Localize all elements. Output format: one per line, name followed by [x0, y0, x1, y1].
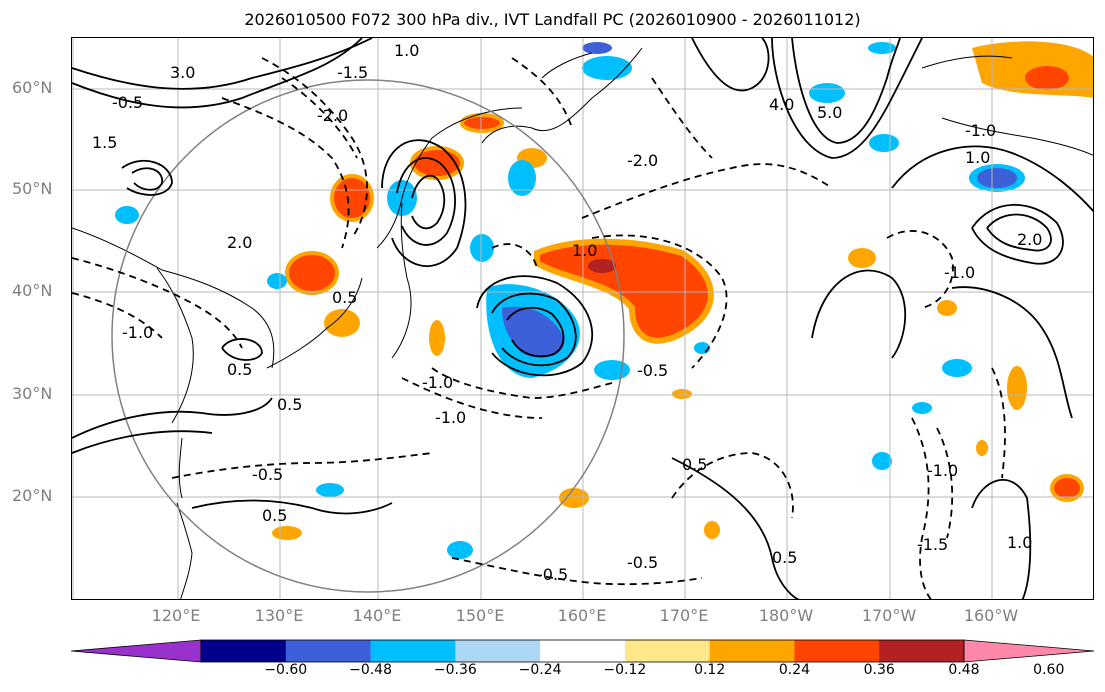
colorbar-tick-label: −0.36	[433, 662, 477, 678]
contour-label: -1.0	[927, 461, 958, 480]
contour-label: -1.0	[422, 373, 453, 392]
colorbar-cell	[540, 640, 626, 662]
colorbar-cell	[794, 640, 880, 662]
contour-label: 5.0	[817, 103, 842, 122]
contour-label: 1.0	[572, 241, 597, 260]
colorbar-extend-high	[963, 639, 1095, 663]
lat-label: 30°N	[12, 384, 53, 403]
contour-label-group: 3.0 1.0 -0.5 -1.5 -2.0 1.5 2.0 0.5 -1.0 …	[92, 41, 1042, 584]
colorbar-tick-label: 0.60	[1033, 662, 1065, 678]
contour-label: 2.0	[1017, 230, 1042, 249]
lat-label: 20°N	[12, 486, 53, 505]
contours	[72, 38, 1093, 599]
contour-label: -0.5	[252, 465, 283, 484]
lat-label: 50°N	[12, 179, 53, 198]
contour-label: -1.0	[944, 263, 975, 282]
lon-label: 160°W	[963, 606, 1019, 625]
lon-label: 140°E	[352, 606, 402, 625]
contour-label: -1.0	[435, 408, 466, 427]
colorbar-tick-label: −0.12	[603, 662, 647, 678]
colorbar-cell	[370, 640, 456, 662]
contour-label: 0.5	[277, 395, 302, 414]
negative-contours	[72, 57, 1006, 599]
colorbar-tick-label: 0.48	[948, 662, 980, 678]
contour-label: 1.5	[92, 133, 117, 152]
colorbar-tick-label: −0.48	[349, 662, 392, 678]
contour-label: 0.5	[772, 548, 797, 567]
contour-label: 1.0	[394, 41, 419, 60]
colorbar	[71, 639, 1095, 663]
contour-label: -0.5	[627, 553, 658, 572]
gridlines	[72, 38, 1093, 599]
lon-label: 120°E	[151, 606, 201, 625]
colorbar-outline	[200, 639, 965, 663]
colorbar-tick-label: 0.24	[778, 662, 811, 678]
contour-label: -2.0	[627, 151, 658, 170]
lon-label: 150°E	[455, 606, 505, 625]
lon-label: 170°E	[659, 606, 709, 625]
contour-label: 1.0	[1007, 533, 1032, 552]
contour-label: -1.0	[122, 323, 153, 342]
colorbar-cell	[285, 640, 372, 662]
map-canvas: 3.0 1.0 -0.5 -1.5 -2.0 1.5 2.0 0.5 -1.0 …	[72, 38, 1093, 599]
range-circle	[111, 79, 625, 593]
colorbar-cell	[201, 640, 287, 662]
contour-label: 1.0	[965, 148, 990, 167]
contour-label: -0.5	[637, 361, 668, 380]
colorbar-tick-label: 0.12	[694, 662, 726, 678]
contour-label: -1.0	[965, 121, 996, 140]
contour-label: 0.5	[227, 360, 252, 379]
plot-title: 2026010500 F072 300 hPa div., IVT Landfa…	[244, 10, 861, 29]
colorbar-tick-label: 0.36	[863, 662, 895, 678]
lon-label: 160°E	[557, 606, 607, 625]
contour-label: -0.5	[537, 565, 568, 584]
contour-label: -1.5	[337, 63, 368, 82]
lon-label: 170°W	[861, 606, 917, 625]
map-panel: 3.0 1.0 -0.5 -1.5 -2.0 1.5 2.0 0.5 -1.0 …	[71, 37, 1094, 600]
colorbar-cell	[879, 640, 965, 662]
colorbar-tick-label: −0.24	[518, 662, 562, 678]
contour-label: -1.5	[917, 535, 948, 554]
contour-label: 3.0	[170, 63, 195, 82]
colorbar-tick-label: −0.60	[264, 662, 308, 678]
lon-label: 180°W	[758, 606, 814, 625]
contour-label: 0.5	[682, 455, 707, 474]
contour-label: -0.5	[112, 93, 143, 112]
contour-label: 4.0	[769, 95, 794, 114]
colorbar-cell	[624, 640, 711, 662]
colorbar-cell	[455, 640, 541, 662]
lon-label: 130°E	[254, 606, 304, 625]
lat-label: 40°N	[12, 281, 53, 300]
contour-label: 0.5	[262, 506, 287, 525]
contour-label: -2.0	[317, 106, 348, 125]
contour-label: 0.5	[332, 288, 357, 307]
contour-label: 2.0	[227, 233, 252, 252]
lat-label: 60°N	[12, 78, 53, 97]
colorbar-extend-low	[71, 639, 202, 663]
colorbar-cell	[709, 640, 795, 662]
shading-layer	[115, 41, 1093, 559]
